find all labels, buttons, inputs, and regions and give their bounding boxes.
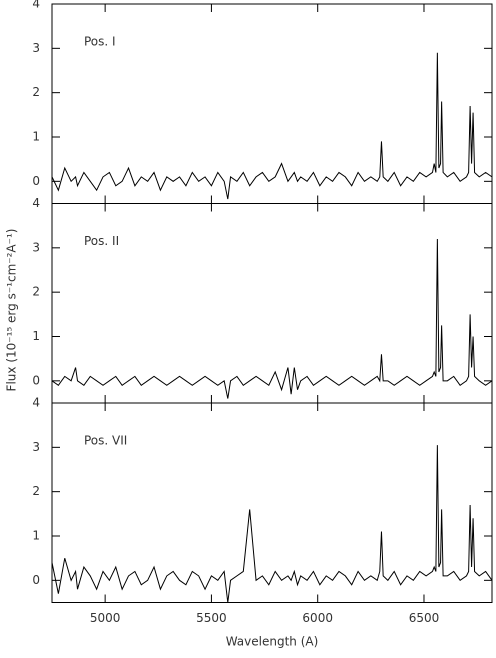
y-tick-label: 0 bbox=[32, 373, 40, 387]
y-axis-label: Flux (10⁻¹⁵ erg s⁻¹cm⁻²A⁻¹) bbox=[5, 229, 19, 392]
y-tick-label: 4 bbox=[32, 0, 40, 11]
x-tick-label: 5000 bbox=[90, 611, 121, 625]
panel-label: Pos. VII bbox=[84, 434, 127, 448]
spectrum-line bbox=[51, 445, 493, 603]
spectrum-line bbox=[51, 52, 493, 200]
y-tick-label: 3 bbox=[32, 41, 40, 55]
y-tick-label: 1 bbox=[32, 329, 40, 343]
y-tick-label: 2 bbox=[32, 484, 40, 498]
y-tick-label: 4 bbox=[32, 196, 40, 210]
panel-label: Pos. II bbox=[84, 234, 119, 248]
y-tick-label: 3 bbox=[32, 440, 40, 454]
y-tick-label: 3 bbox=[32, 240, 40, 254]
y-tick-label: 0 bbox=[32, 174, 40, 188]
panel-frame bbox=[51, 3, 493, 204]
spectrum-line bbox=[51, 238, 493, 399]
x-tick-label: 5500 bbox=[196, 611, 227, 625]
panel-label: Pos. I bbox=[84, 35, 116, 49]
panel-frame bbox=[51, 402, 493, 603]
y-tick-label: 1 bbox=[32, 130, 40, 144]
y-tick-label: 0 bbox=[32, 573, 40, 587]
y-tick-label: 1 bbox=[32, 529, 40, 543]
x-tick-label: 6500 bbox=[409, 611, 440, 625]
x-tick-label: 6000 bbox=[302, 611, 333, 625]
x-axis-label: Wavelength (A) bbox=[226, 635, 319, 649]
y-tick-label: 2 bbox=[32, 285, 40, 299]
y-tick-label: 2 bbox=[32, 85, 40, 99]
y-tick-label: 4 bbox=[32, 396, 40, 410]
